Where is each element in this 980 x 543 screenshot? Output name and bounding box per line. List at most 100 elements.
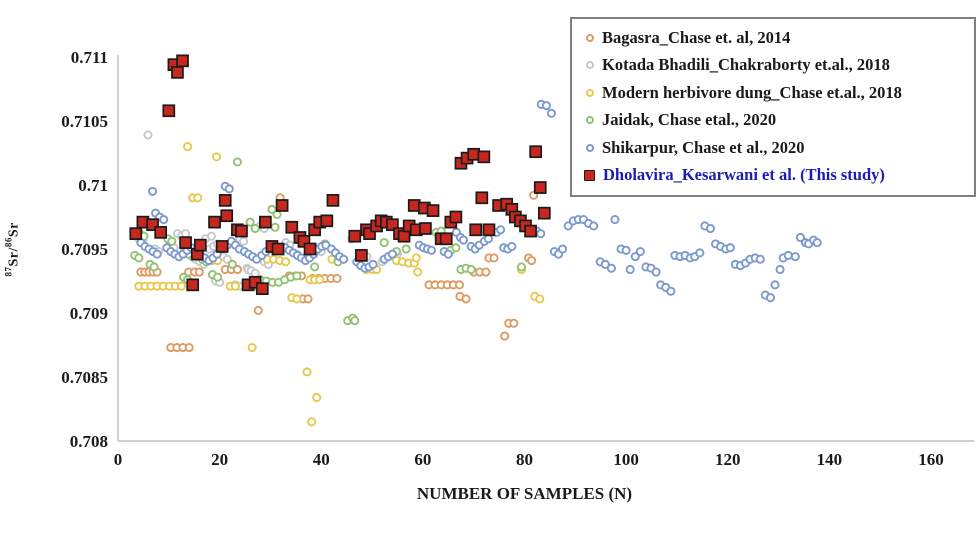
data-point-dholavira — [275, 199, 289, 212]
x-tick-label: 100 — [613, 450, 639, 469]
data-point-bagasra — [232, 264, 242, 275]
data-point-dholavira — [426, 204, 440, 217]
data-point-shikarpur — [536, 229, 546, 239]
data-point-shikarpur — [725, 243, 735, 253]
data-point-jaidak — [149, 262, 159, 272]
data-point-shikarpur — [695, 248, 705, 258]
data-point-dholavira — [154, 226, 168, 239]
data-point-shikarpur — [795, 232, 805, 243]
data-point-jaidak — [267, 204, 277, 214]
data-point-dholavira — [355, 249, 368, 262]
data-point-shikarpur — [541, 101, 551, 111]
data-point-dholavira — [235, 224, 248, 238]
data-point-dholavira — [529, 145, 543, 159]
y-tick-label: 0.7105 — [61, 112, 108, 131]
legend-label-bagasra: Bagasra_Chase et. al, 2014 — [602, 27, 791, 47]
data-point-dholavira — [208, 215, 221, 229]
data-point-shikarpur — [621, 245, 631, 255]
data-point-jaidak — [245, 217, 255, 227]
legend-item-dholavira: Dholavira_Kesarwani et al. (This study) — [580, 162, 966, 190]
data-point-modern-herbivore-dung — [302, 367, 312, 377]
data-point-dholavira — [363, 227, 376, 240]
data-point-bagasra — [481, 267, 491, 277]
data-point-modern-herbivore-dung — [176, 281, 187, 291]
data-point-dholavira — [397, 229, 411, 243]
data-point-bagasra — [509, 318, 519, 328]
data-point-shikarpur — [812, 238, 822, 248]
data-point-kotada-bhadili — [206, 231, 217, 241]
data-point-bagasra — [461, 294, 471, 304]
legend-item-modern-herbivore-dung: Modern herbivore dung_Chase et.al., 2018 — [580, 79, 966, 107]
data-point-shikarpur — [589, 221, 599, 231]
x-axis-title: NUMBER OF SAMPLES (N) — [416, 484, 633, 503]
data-point-shikarpur — [387, 249, 397, 259]
data-point-shikarpur — [783, 250, 793, 260]
data-point-shikarpur — [224, 184, 234, 194]
data-point-dholavira — [129, 227, 143, 240]
x-tick-label: 120 — [715, 450, 741, 469]
data-point-dholavira — [320, 214, 334, 228]
y-tick-label: 0.708 — [70, 432, 108, 451]
data-point-bagasra — [184, 343, 194, 353]
y-axis-title-sup86: 86 — [3, 237, 14, 248]
data-point-shikarpur — [152, 249, 162, 259]
data-point-jaidak — [516, 262, 527, 272]
data-point-modern-herbivore-dung — [230, 281, 240, 291]
shikarpur-circle-icon — [586, 143, 594, 152]
data-point-shikarpur — [339, 254, 349, 264]
data-point-dholavira — [179, 236, 192, 249]
data-point-modern-herbivore-dung — [281, 257, 291, 267]
data-point-jaidak — [227, 259, 237, 269]
legend-label-jaidak: Jaidak, Chase etal., 2020 — [602, 110, 777, 130]
data-point-shikarpur — [368, 259, 378, 269]
data-point-shikarpur — [651, 267, 661, 277]
data-point-shikarpur — [765, 293, 775, 303]
data-point-bagasra — [500, 331, 510, 341]
data-point-jaidak — [232, 157, 242, 167]
data-point-shikarpur — [606, 263, 616, 273]
kotada-circle-icon — [586, 61, 594, 70]
data-point-dholavira — [171, 66, 184, 79]
y-axis-title-sup87: 87 — [3, 266, 14, 277]
data-point-shikarpur — [755, 254, 765, 264]
data-point-shikarpur — [546, 108, 556, 118]
data-point-dholavira — [482, 223, 496, 237]
legend-item-shikarpur: Shikarpur, Chase et al., 2020 — [580, 134, 966, 162]
data-point-dholavira — [186, 278, 200, 292]
data-point-dholavira — [419, 222, 432, 235]
data-point-kotada-bhadili — [143, 130, 153, 140]
data-point-kotada-bhadili — [222, 254, 232, 264]
data-point-jaidak — [379, 238, 389, 248]
data-point-jaidak — [401, 244, 411, 254]
data-point-bagasra — [527, 255, 537, 266]
data-point-kotada-bhadili — [250, 268, 260, 278]
data-point-modern-herbivore-dung — [413, 267, 423, 277]
legend-label-modern-herbivore-dung: Modern herbivore dung_Chase et.al., 2018 — [602, 82, 902, 102]
data-point-shikarpur — [790, 252, 800, 262]
data-point-modern-herbivore-dung — [315, 275, 325, 285]
data-point-shikarpur — [705, 223, 716, 234]
data-point-jaidak — [350, 316, 360, 326]
data-point-jaidak — [292, 271, 302, 281]
legend-label-kotada-bhadili: Kotada Bhadili_Chakraborty et.al., 2018 — [602, 55, 890, 75]
data-point-jaidak — [310, 262, 320, 272]
data-point-modern-herbivore-dung — [312, 392, 322, 403]
x-tick-label: 160 — [918, 450, 944, 469]
legend-label-dholavira: Dholavira_Kesarwani et al. (This study) — [603, 165, 885, 185]
data-point-modern-herbivore-dung — [411, 253, 421, 263]
data-point-dholavira — [259, 215, 272, 229]
data-point-dholavira — [449, 210, 463, 224]
data-point-dholavira — [255, 282, 269, 296]
data-point-dholavira — [162, 104, 176, 118]
data-point-jaidak — [250, 223, 260, 234]
data-point-dholavira — [285, 220, 299, 234]
data-point-dholavira — [386, 218, 399, 232]
data-point-kotada-bhadili — [181, 229, 191, 239]
data-point-modern-herbivore-dung — [212, 152, 222, 162]
legend-item-kotada-bhadili: Kotada Bhadili_Chakraborty et.al., 2018 — [580, 52, 966, 80]
data-point-shikarpur — [600, 259, 610, 269]
data-point-shikarpur — [610, 215, 620, 225]
data-point-dholavira — [218, 194, 232, 207]
data-point-modern-herbivore-dung — [183, 142, 193, 152]
